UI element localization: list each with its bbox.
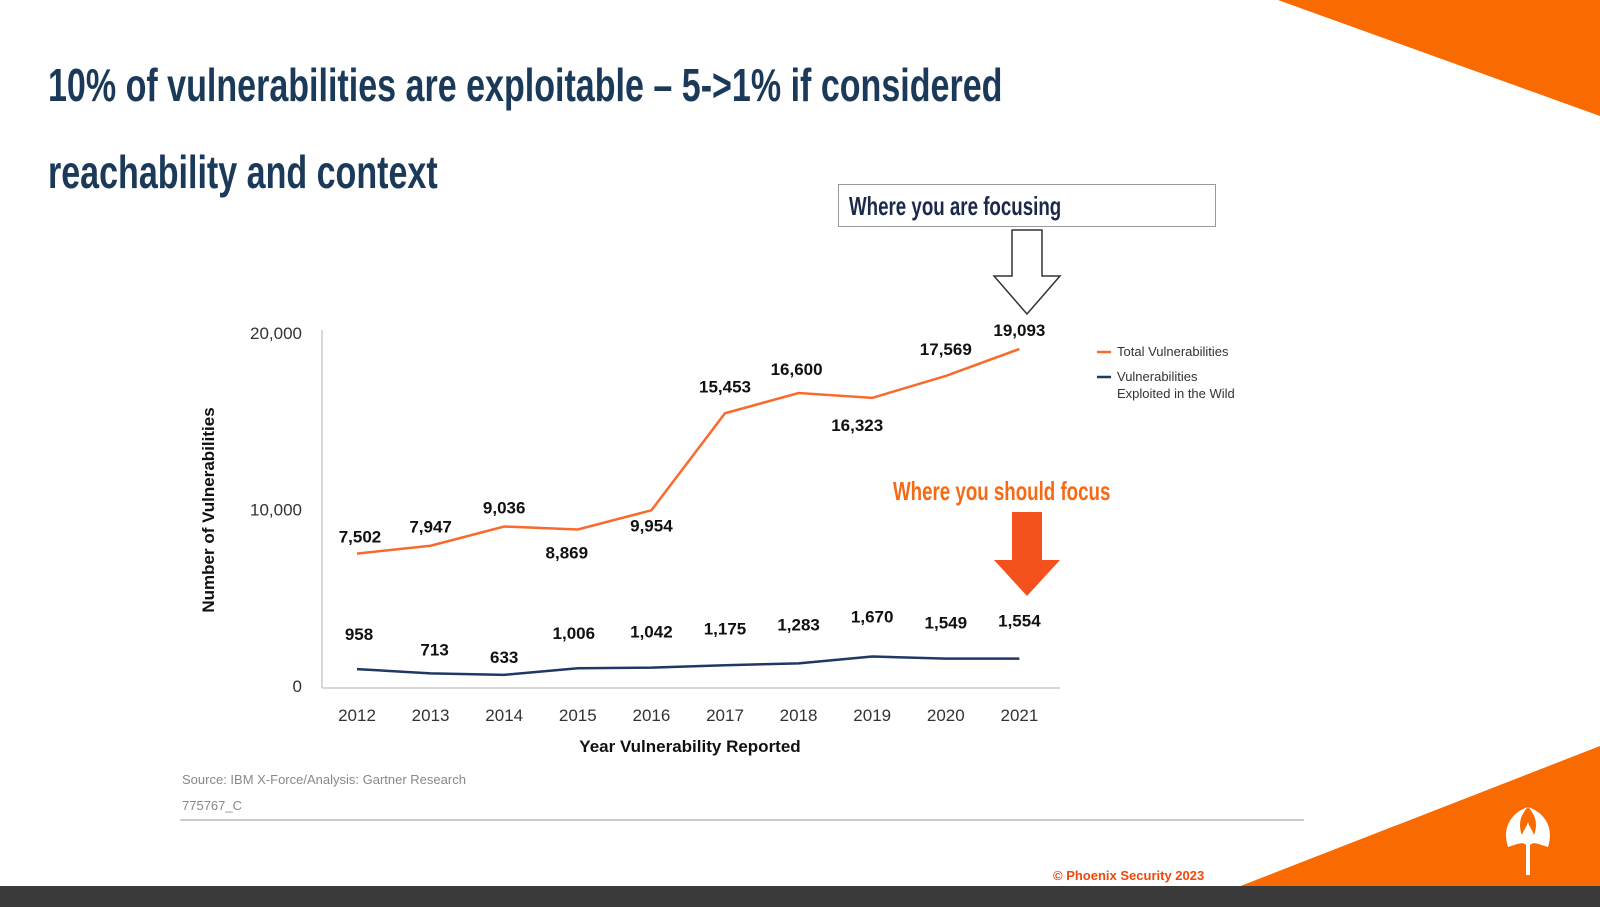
- data-label: 1,670: [851, 608, 894, 627]
- should-focus-callout: Where you should focus: [893, 476, 1111, 506]
- data-label: 16,323: [831, 416, 883, 435]
- filled-down-arrow-icon: [994, 512, 1060, 596]
- top-right-accent-triangle: [1278, 0, 1600, 116]
- x-tick-label: 2015: [559, 706, 597, 725]
- data-label: 15,453: [699, 377, 751, 396]
- bottom-bar: [0, 886, 1600, 907]
- x-tick-label: 2021: [1000, 706, 1038, 725]
- slide-title-line-1: 10% of vulnerabilities are exploitable –…: [48, 59, 1003, 111]
- data-label: 7,502: [339, 528, 382, 547]
- data-label: 1,006: [553, 624, 596, 643]
- x-tick-label: 2016: [632, 706, 670, 725]
- data-label: 17,569: [920, 340, 972, 359]
- series-line-total: [356, 347, 1020, 555]
- data-label: 9,954: [630, 516, 673, 535]
- x-tick-label: 2020: [927, 706, 965, 725]
- y-axis-title: Number of Vulnerabilities: [199, 407, 218, 612]
- copyright-footer: © Phoenix Security 2023: [1053, 868, 1205, 883]
- data-label: 633: [490, 648, 518, 667]
- data-label: 19,093: [993, 321, 1045, 340]
- y-tick-label: 20,000: [250, 324, 302, 343]
- legend-label-total: Total Vulnerabilities: [1117, 344, 1229, 359]
- data-label: 9,036: [483, 499, 526, 518]
- legend-label-exploited-line1: Vulnerabilities: [1117, 369, 1198, 384]
- x-tick-label: 2013: [412, 706, 450, 725]
- data-label: 1,175: [704, 619, 747, 638]
- legend: Total Vulnerabilities Vulnerabilities Ex…: [1097, 344, 1235, 401]
- data-label: 1,042: [630, 623, 673, 642]
- y-tick-label: 10,000: [250, 501, 302, 520]
- x-tick-label: 2019: [853, 706, 891, 725]
- y-tick-label: 0: [293, 677, 302, 696]
- data-label: 16,600: [771, 360, 823, 379]
- x-tick-label: 2014: [485, 706, 523, 725]
- current-focus-text: Where you are focusing: [849, 191, 1062, 221]
- x-tick-label: 2018: [780, 706, 818, 725]
- figure-id: 775767_C: [182, 798, 242, 813]
- data-label: 8,869: [546, 543, 589, 562]
- series-line-exploited: [356, 655, 1020, 677]
- legend-label-exploited-line2: Exploited in the Wild: [1117, 386, 1235, 401]
- data-label: 1,554: [998, 612, 1041, 631]
- data-label: 958: [345, 625, 373, 644]
- data-label: 1,549: [925, 614, 968, 633]
- bottom-right-accent-triangle: [1238, 746, 1600, 887]
- x-axis-title: Year Vulnerability Reported: [579, 737, 800, 756]
- data-label: 1,283: [777, 615, 820, 634]
- x-tick-label: 2012: [338, 706, 376, 725]
- slide-title-line-2: reachability and context: [48, 146, 438, 198]
- data-label: 713: [420, 640, 448, 659]
- hollow-down-arrow-icon: [992, 229, 1062, 316]
- x-tick-label: 2017: [706, 706, 744, 725]
- phoenix-logo-icon: [1506, 807, 1550, 875]
- current-focus-callout: Where you are focusing: [838, 184, 1216, 227]
- data-label: 7,947: [409, 518, 452, 537]
- chart-source: Source: IBM X-Force/Analysis: Gartner Re…: [182, 772, 466, 787]
